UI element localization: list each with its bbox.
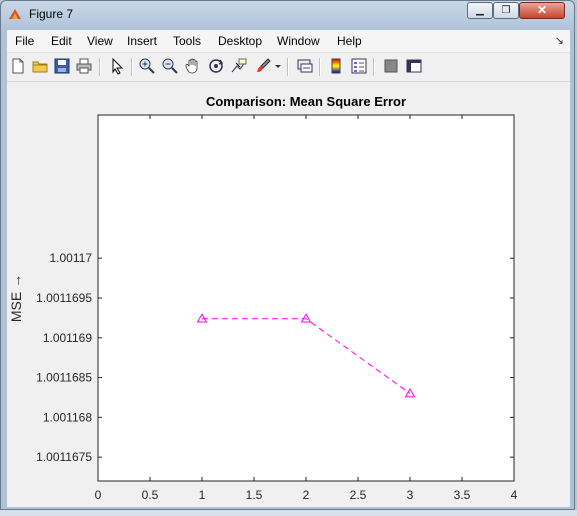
y-tick-label: 1.0011685 (36, 371, 92, 385)
x-tick-label: 2.5 (350, 488, 367, 502)
menu-edit[interactable]: Edit (51, 34, 72, 48)
x-tick-label: 3.5 (454, 488, 471, 502)
toolbar-separator (99, 58, 101, 76)
pan-hand-icon[interactable] (184, 57, 202, 75)
new-figure-icon[interactable] (9, 57, 27, 75)
x-tick-label: 0 (95, 488, 102, 502)
pointer-icon[interactable] (108, 57, 126, 75)
y-axis-label: MSE → (8, 274, 24, 322)
y-axis: 1.0011675 1.001168 1.0011685 1.001169 1.0011… (36, 251, 514, 464)
hide-plot-tools-icon[interactable] (382, 57, 400, 75)
colorbar-icon[interactable] (327, 57, 345, 75)
data-point-marker[interactable] (300, 313, 312, 323)
background-strip (0, 510, 577, 516)
brush-icon[interactable] (254, 57, 272, 75)
plot-area[interactable] (97, 114, 515, 482)
toolbar-separator (373, 58, 375, 76)
y-tick-label: 1.001169 (43, 331, 92, 345)
zoom-in-icon[interactable] (138, 57, 156, 75)
x-tick-label: 4 (511, 488, 518, 502)
show-plot-tools-icon[interactable] (405, 57, 423, 75)
print-icon[interactable] (75, 57, 93, 75)
x-tick-label: 1.5 (246, 488, 263, 502)
title-bar[interactable]: Figure 7 ▁ ❐ ✕ (1, 1, 574, 29)
data-point-marker[interactable] (404, 387, 416, 398)
x-axis: 0 0.5 1 1.5 2 2.5 3 3.5 4 (95, 115, 518, 502)
y-tick-label: 1.0011675 (36, 450, 92, 464)
maximize-button[interactable]: ❐ (493, 2, 519, 19)
toolbar-separator (287, 58, 289, 76)
minimize-button[interactable]: ▁ (467, 2, 493, 19)
open-file-icon[interactable] (31, 57, 49, 75)
menu-file[interactable]: File (15, 34, 35, 48)
menu-help[interactable]: Help (337, 34, 362, 48)
toolbar-separator (131, 58, 133, 76)
menu-desktop[interactable]: Desktop (218, 34, 263, 48)
menu-window[interactable]: Window (277, 34, 320, 48)
y-tick-label: 1.00117 (50, 251, 93, 265)
x-tick-label: 2 (303, 488, 310, 502)
series-layer (196, 313, 416, 398)
y-tick-label: 1.0011695 (36, 291, 92, 305)
chevron-down-icon[interactable] (273, 57, 283, 75)
toolbar-separator (319, 58, 321, 76)
figure-client-area: File Edit View Insert Tools Desktop Wind… (7, 30, 570, 507)
x-tick-label: 0.5 (142, 488, 159, 502)
data-point-marker[interactable] (196, 313, 208, 323)
matlab-logo-icon (9, 9, 21, 19)
menu-insert[interactable]: Insert (127, 34, 158, 48)
save-icon[interactable] (53, 57, 71, 75)
close-button[interactable]: ✕ (519, 2, 565, 19)
menu-bar: File Edit View Insert Tools Desktop Wind… (7, 30, 570, 53)
figure-canvas: Comparison: Mean Square Error 0 0.5 1 1.5 2 2… (7, 82, 570, 507)
link-plot-icon[interactable] (296, 57, 314, 75)
mse-chart[interactable]: Comparison: Mean Square Error 0 0.5 1 1.5 2 2… (7, 82, 570, 507)
x-tick-label: 1 (199, 488, 206, 502)
x-tick-label: 3 (407, 488, 414, 502)
window-title: Figure 7 (29, 7, 74, 21)
chart-title: Comparison: Mean Square Error (206, 94, 406, 109)
rotate-3d-icon[interactable] (207, 57, 225, 75)
zoom-out-icon[interactable] (161, 57, 179, 75)
menu-view[interactable]: View (87, 34, 113, 48)
dock-figure-icon[interactable]: ↘ (554, 35, 564, 47)
data-cursor-icon[interactable] (230, 57, 248, 75)
series-line (202, 318, 411, 394)
legend-icon[interactable] (350, 57, 368, 75)
y-tick-label: 1.001168 (43, 410, 92, 424)
figure-toolbar (7, 53, 570, 82)
menu-tools[interactable]: Tools (173, 34, 202, 48)
